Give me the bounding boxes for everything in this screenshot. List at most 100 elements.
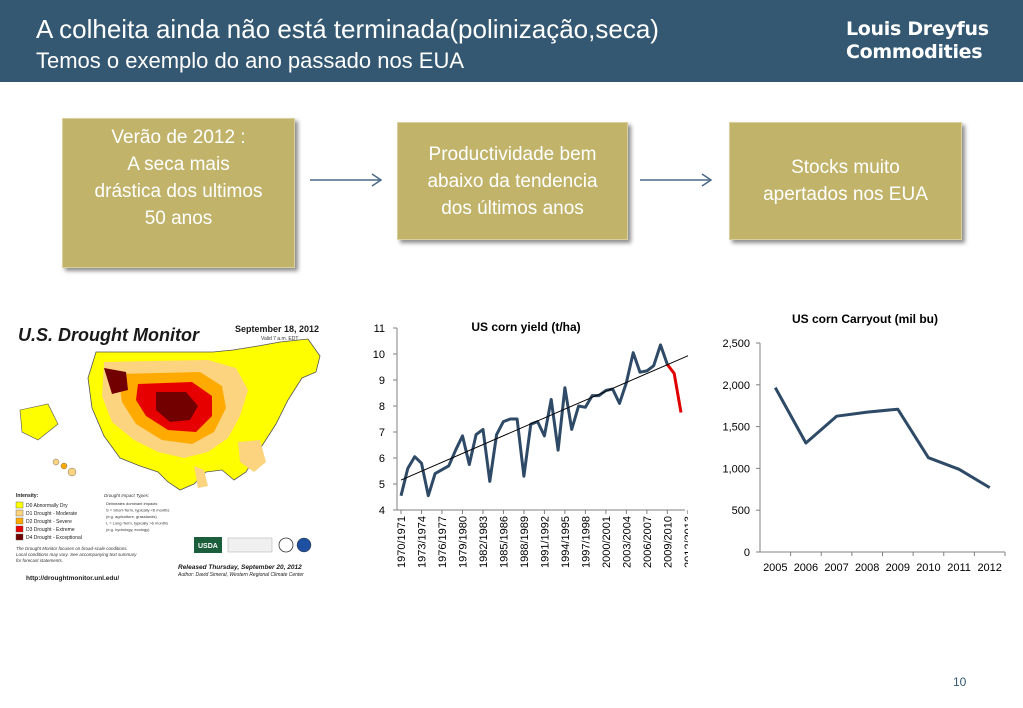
drought-legend: D0 Abnormally Dry D1 Drought - Moderate D2… xyxy=(15,501,82,541)
chart-title: US corn yield (t/ha) xyxy=(471,320,580,334)
x-tick-label: 2005 xyxy=(763,562,787,574)
map-valid: Valid 7 a.m. EDT xyxy=(261,336,298,342)
box-productivity: Productividade bem abaixo da tendencia d… xyxy=(397,122,628,240)
y-tick-label: 2,000 xyxy=(722,380,750,392)
box-line: abaixo da tendencia xyxy=(427,170,598,192)
legend-swatch xyxy=(15,525,24,533)
x-tick-label: 1985/1986 xyxy=(498,516,510,568)
box-line: 50 anos xyxy=(144,208,213,229)
impact-title: Drought Impact Types: xyxy=(104,493,150,498)
y-tick-label: 9 xyxy=(379,375,385,387)
ndmc-logo xyxy=(227,537,273,553)
x-tick-label: 1973/1974 xyxy=(416,516,428,568)
legend-swatch xyxy=(15,517,24,525)
legend-label: D4 Drought - Exceptional xyxy=(26,535,82,541)
box-line: A seca mais xyxy=(127,154,230,175)
impact-line: Delineates dominant impacts xyxy=(106,501,157,506)
impact-line: S = Short-Term, typically <6 months xyxy=(106,508,169,513)
header-bar: A colheita ainda não está terminada(poli… xyxy=(0,0,1023,82)
x-tick-label: 1982/1983 xyxy=(478,516,490,568)
impact-line: L = Long-Term, typically >6 months xyxy=(106,521,168,526)
box-line: drástica dos ultimos xyxy=(94,181,263,202)
x-tick-label: 1979/1980 xyxy=(457,516,469,568)
x-tick-label: 2006 xyxy=(794,562,818,574)
x-tick-label: 2009 xyxy=(886,562,910,574)
x-tick-label: 1970/1971 xyxy=(396,516,408,568)
box-summer-drought: Verão de 2012 : A seca mais drástica dos… xyxy=(62,118,295,268)
chart-title: US corn Carryout (mil bu) xyxy=(792,312,938,326)
y-tick-label: 11 xyxy=(374,323,385,335)
box-line: Verão de 2012 : xyxy=(111,127,246,148)
y-tick-label: 2,500 xyxy=(722,338,750,350)
x-tick-label: 2012 xyxy=(977,562,1001,574)
x-tick-label: 1994/1995 xyxy=(560,516,572,568)
slide-subtitle: Temos o exemplo do ano passado nos EUA xyxy=(36,48,465,73)
page-number: 10 xyxy=(953,675,967,689)
x-tick-label: 2009/2010 xyxy=(662,516,674,568)
y-tick-label: 0 xyxy=(744,547,750,559)
x-tick-label: 2006/2007 xyxy=(642,516,654,568)
impact-line: (e.g. agriculture, grasslands) xyxy=(106,514,157,519)
y-tick-label: 6 xyxy=(379,453,385,465)
released-text: Released Thursday, September 20, 2012 xyxy=(178,564,302,571)
x-tick-label: 2003/2004 xyxy=(621,516,633,568)
logo-line-2: Commodities xyxy=(846,41,983,63)
x-tick-label: 2011 xyxy=(947,562,971,574)
corn-yield-chart: US corn yield (t/ha) 4 5 6 7 8 9 10 11 1970/1971… xyxy=(373,320,688,568)
map-date: September 18, 2012 xyxy=(235,324,319,334)
arrow-right-icon xyxy=(310,173,383,187)
legend-swatch xyxy=(15,501,24,509)
legend-label: D2 Drought - Severe xyxy=(26,519,72,525)
x-tick-label: 1991/1992 xyxy=(539,516,551,568)
x-tick-label: 2012/2013 xyxy=(683,516,688,568)
x-tick-label: 2008 xyxy=(855,562,879,574)
x-tick-label: 2000/2001 xyxy=(601,516,613,568)
box-line: Productividade bem xyxy=(428,143,597,165)
drought-monitor-map: U.S. Drought Monitor September 18, 2012 … xyxy=(8,312,346,588)
legend-label: D1 Drought - Moderate xyxy=(26,511,77,517)
trend-line xyxy=(400,355,688,481)
impact-line: (e.g. hydrology, ecology) xyxy=(106,527,150,532)
note-lines: The Drought Monitor focuses on broad-sca… xyxy=(16,546,137,563)
box-stocks: Stocks muito apertados nos EUA xyxy=(729,122,962,240)
x-tick-label: 1997/1998 xyxy=(580,516,592,568)
box-line: dos últimos anos xyxy=(441,197,584,219)
note-line: Local conditions may vary. See accompany… xyxy=(16,552,137,557)
x-tick-label: 2010 xyxy=(916,562,940,574)
corn-carryout-chart: US corn Carryout (mil bu) 0 500 1,000 1,500… xyxy=(722,312,1006,574)
y-tick-label: 5 xyxy=(379,479,385,491)
x-tick-label: 1988/1989 xyxy=(519,516,531,568)
y-tick-label: 8 xyxy=(379,401,385,413)
legend-label: D0 Abnormally Dry xyxy=(26,503,68,509)
map-title: U.S. Drought Monitor xyxy=(18,325,200,345)
usda-logo-text: USDA xyxy=(198,543,218,550)
yield-series-2012-line xyxy=(666,363,683,413)
company-logo: Louis Dreyfus Commodities xyxy=(846,18,989,64)
legend-title: Intensity: xyxy=(16,493,39,499)
x-tick-label: 1976/1977 xyxy=(437,516,449,568)
note-line: for forecast statements. xyxy=(16,558,63,563)
impact-lines: Delineates dominant impacts S = Short-Ter… xyxy=(106,501,169,532)
box-line: apertados nos EUA xyxy=(763,184,928,205)
carryout-series-line xyxy=(773,386,991,489)
y-tick-label: 7 xyxy=(379,427,385,439)
legend-swatch xyxy=(15,533,24,541)
legend-swatch xyxy=(15,509,24,517)
logo-line-1: Louis Dreyfus xyxy=(846,18,989,40)
y-tick-label: 4 xyxy=(379,505,385,517)
y-tick-label: 1,500 xyxy=(722,422,750,434)
box-line: Stocks muito xyxy=(791,157,900,178)
usda-logo xyxy=(194,537,222,553)
legend-label: D3 Drought - Extreme xyxy=(26,527,75,533)
yield-series-line xyxy=(399,343,669,498)
noaa-seal xyxy=(296,537,312,553)
url-text: http://droughtmonitor.unl.edu/ xyxy=(26,575,119,582)
y-tick-label: 1,000 xyxy=(722,463,750,475)
note-line: The Drought Monitor focuses on broad-sca… xyxy=(16,546,128,551)
y-tick-label: 10 xyxy=(373,349,385,361)
author-text: Author: David Simeral, Western Regional … xyxy=(177,572,304,578)
y-tick-label: 500 xyxy=(732,505,750,517)
slide-title: A colheita ainda não está terminada(poli… xyxy=(36,14,659,44)
doc-seal xyxy=(278,537,294,553)
x-tick-label: 2007 xyxy=(824,562,848,574)
